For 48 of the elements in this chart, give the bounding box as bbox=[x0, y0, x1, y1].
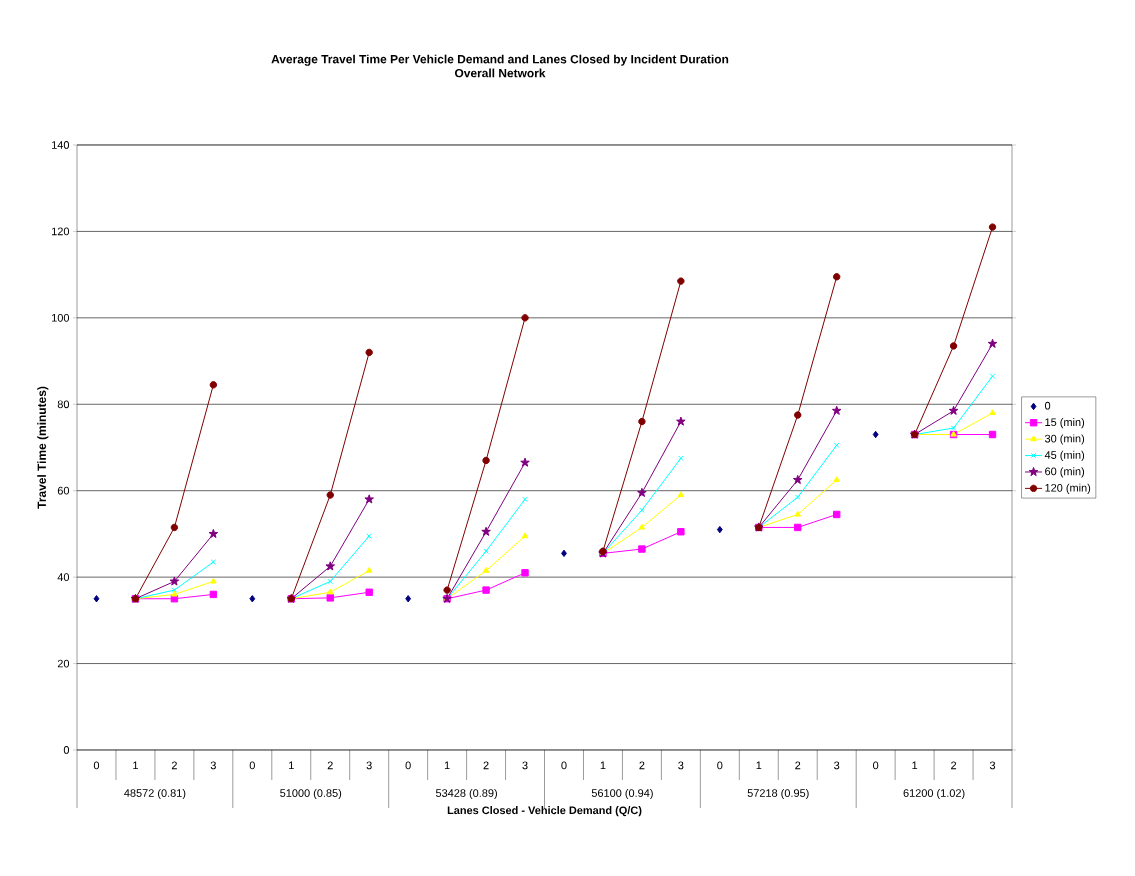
legend-label: 15 (min) bbox=[1045, 417, 1085, 429]
text: 48572 (0.81) bbox=[124, 788, 186, 800]
y-tick-label: 0 bbox=[63, 746, 70, 754]
x-tick-label: 0 bbox=[717, 761, 723, 770]
y-tick-label: 140 bbox=[52, 141, 70, 149]
x-tick-label: 0 bbox=[249, 761, 255, 770]
x-tick-label: 1 bbox=[912, 761, 918, 770]
x-tick-label: 1 bbox=[289, 761, 294, 770]
x-tick-label: 3 bbox=[366, 761, 372, 770]
legend-label: 30 (min) bbox=[1044, 434, 1085, 445]
x-tick-label: 2 bbox=[639, 761, 645, 770]
text: 56100 (0.94) bbox=[591, 788, 653, 800]
x-tick-label: 1 bbox=[444, 761, 450, 770]
x-tick-label: 1 bbox=[133, 761, 138, 770]
y-axis-title: Travel Time (minutes) bbox=[37, 386, 49, 509]
x-tick-label: 2 bbox=[795, 761, 801, 770]
y-tick-label: 100 bbox=[52, 313, 70, 322]
y-tick-label: 40 bbox=[57, 573, 70, 582]
y-tick-label: 120 bbox=[52, 227, 70, 236]
y-tick-label: 20 bbox=[57, 659, 70, 668]
legend-label: 0 bbox=[1044, 401, 1051, 410]
legend-label: 60 (min) bbox=[1045, 467, 1085, 478]
legend-label: 45 (min) bbox=[1044, 450, 1085, 462]
text: 51000 (0.85) bbox=[280, 788, 342, 800]
y-tick-label: 60 bbox=[57, 486, 70, 495]
x-tick-label: 0 bbox=[873, 761, 879, 770]
text: 53428 (0.89) bbox=[435, 788, 497, 800]
x-tick-label: 2 bbox=[327, 761, 333, 770]
y-tick-label: 80 bbox=[57, 400, 70, 409]
chart-subtitle: Overall Network bbox=[454, 68, 546, 78]
x-axis-title: Lanes Closed - Vehicle Demand (Q/C) bbox=[447, 806, 642, 817]
text: 61200 (1.02) bbox=[903, 788, 965, 800]
x-tick-label: 2 bbox=[483, 761, 489, 770]
x-tick-label: 0 bbox=[93, 761, 100, 770]
x-tick-label: 0 bbox=[405, 761, 411, 770]
x-tick-label: 0 bbox=[561, 761, 567, 770]
legend-label: 120 (min) bbox=[1045, 483, 1091, 494]
x-tick-label: 1 bbox=[600, 761, 606, 770]
x-tick-label: 2 bbox=[951, 761, 957, 770]
x-tick-label: 1 bbox=[756, 761, 762, 770]
x-tick-label: 2 bbox=[171, 761, 177, 770]
x-tick-label: 3 bbox=[834, 761, 840, 770]
text: 57218 (0.95) bbox=[747, 788, 809, 800]
x-tick-label: 3 bbox=[989, 761, 996, 770]
x-tick-label: 3 bbox=[522, 761, 528, 770]
chart-title: Average Travel Time Per Vehicle Demand and Lanes Closed by Incident Duration bbox=[271, 54, 729, 66]
x-tick-label: 3 bbox=[678, 761, 684, 770]
x-tick-label: 3 bbox=[210, 761, 216, 770]
